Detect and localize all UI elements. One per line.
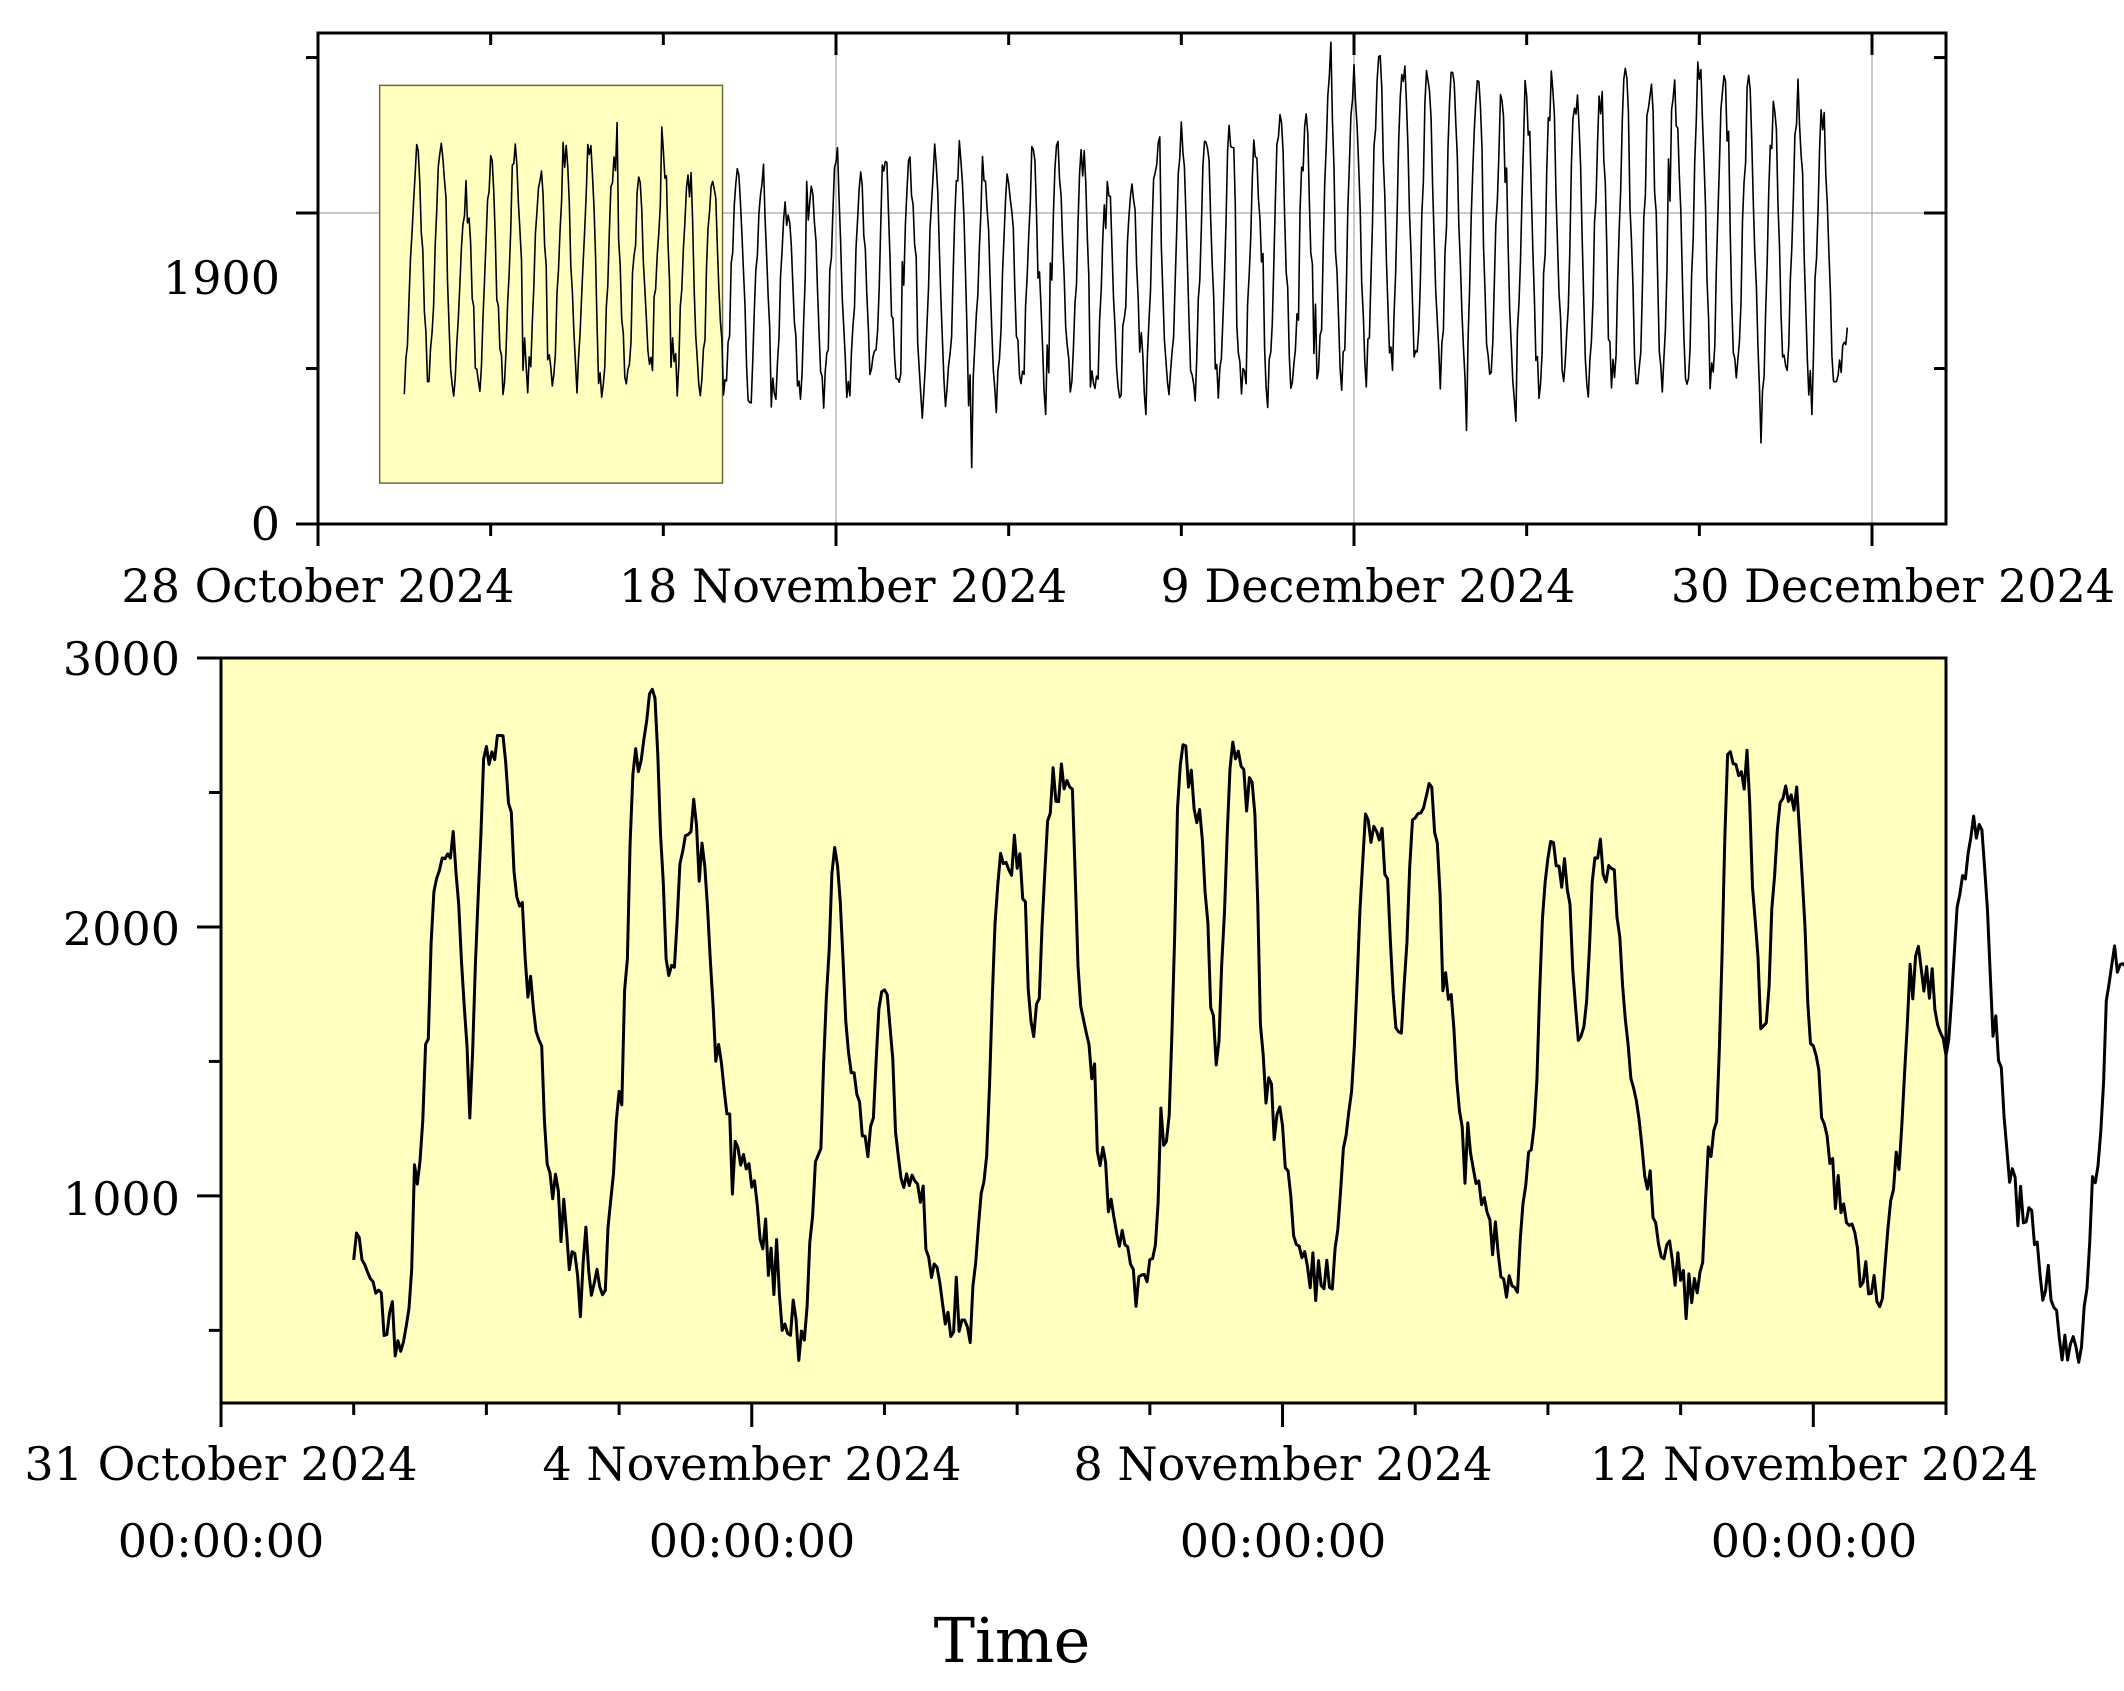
overview-y-tick-label: 0: [251, 497, 280, 551]
overview-frame: [316, 31, 1948, 526]
detail-x-tick-date: 8 November 2024: [1073, 1437, 1492, 1491]
overview-x-tick-label: 18 November 2024: [619, 559, 1067, 613]
detail-y-tick-label: 1000: [63, 1172, 180, 1226]
detail-y-tick-label: 2000: [63, 902, 180, 956]
detail-y-tick-label: 3000: [63, 632, 180, 686]
overview-chart: 1900 0 28 October 2024 18 November 2024 …: [121, 31, 2115, 613]
detail-x-tick-time: 00:00:00: [1180, 1514, 1387, 1568]
detail-x-tick-time: 00:00:00: [649, 1514, 856, 1568]
detail-frame: [219, 656, 1948, 1405]
overview-x-tick-label: 30 December 2024: [1671, 559, 2115, 613]
detail-ticks: [197, 656, 1948, 1427]
overview-x-tick-label: 28 October 2024: [121, 559, 514, 613]
detail-x-tick-time: 00:00:00: [118, 1514, 325, 1568]
detail-x-tick-date: 4 November 2024: [542, 1437, 961, 1491]
detail-series-line: [352, 687, 2124, 1364]
overview-x-tick-label: 9 December 2024: [1161, 559, 1576, 613]
detail-x-tick-date: 12 November 2024: [1590, 1437, 2038, 1491]
detail-x-axis-title: Time: [934, 1604, 1091, 1677]
overview-series-line: [403, 41, 1849, 469]
detail-chart: 3000 2000 1000 31 October 2024 00:00:00 …: [24, 632, 2124, 1677]
detail-x-tick-time: 00:00:00: [1711, 1514, 1918, 1568]
detail-x-tick-date: 31 October 2024: [24, 1437, 417, 1491]
overview-ticks: [296, 33, 1946, 546]
overview-highlight-box: [378, 84, 724, 484]
overview-y-tick-label: 1900: [163, 251, 280, 305]
